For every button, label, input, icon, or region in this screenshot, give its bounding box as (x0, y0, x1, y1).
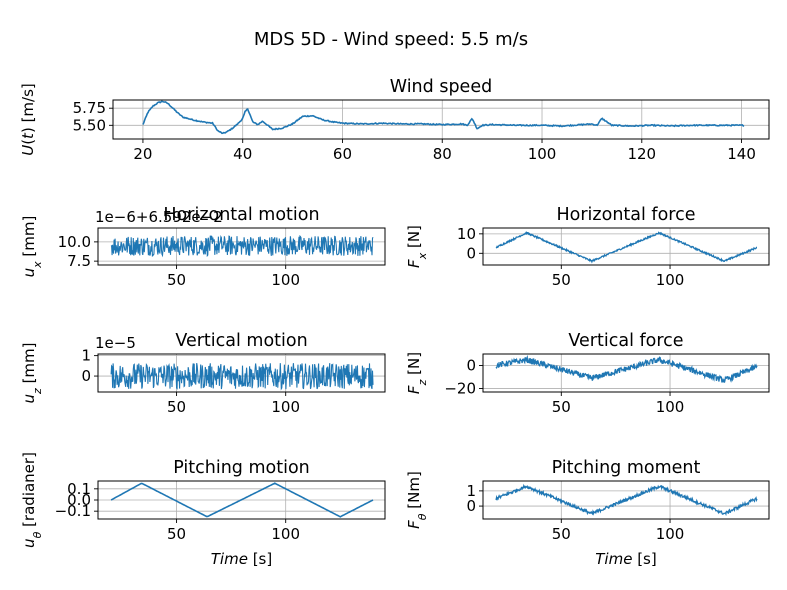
y-axis-label: uθ [radianer] (20, 452, 44, 548)
subplot-title: Wind speed (390, 77, 492, 97)
y-axis-label: ux [mm] (20, 216, 44, 278)
axis-offset-text: 1e−5 (95, 334, 136, 352)
subplot-title: Horizontal motion (163, 205, 319, 225)
x-tick-label: 100 (656, 525, 685, 543)
series-line-hforce (495, 230, 758, 264)
y-tick-label: 5.50 (73, 116, 106, 134)
x-tick-label: 60 (333, 145, 352, 163)
x-axis-label: Time [s] (595, 550, 656, 568)
y-tick-label: 1 (81, 347, 91, 365)
y-tick-label: −20 (444, 380, 476, 398)
y-tick-label: 0 (466, 244, 476, 262)
y-axis-label: Fz [N] (405, 352, 429, 394)
x-tick-label: 100 (656, 271, 685, 289)
series-line-vmotion (110, 363, 374, 391)
x-tick-label: 140 (727, 145, 756, 163)
axes-frame-hforce (482, 227, 770, 266)
x-tick-label: 50 (552, 398, 571, 416)
x-tick-label: 80 (433, 145, 452, 163)
y-tick-label: 5.75 (73, 99, 106, 117)
y-tick-label: 0.0 (67, 491, 91, 509)
x-tick-label: 50 (167, 271, 186, 289)
y-tick-label: 0.1 (67, 480, 91, 498)
subplot-title: Vertical motion (175, 331, 307, 351)
figure-suptitle: MDS 5D - Wind speed: 5.5 m/s (254, 29, 528, 50)
subplot-pmotion: 50 100 0.10.0−0.1 Pitching motion uθ [radian… (20, 452, 386, 568)
y-axis-label: uz [mm] (20, 343, 44, 404)
series-line-pmoment (495, 483, 758, 517)
x-tick-label: 50 (552, 525, 571, 543)
y-axis-label: Fx [N] (405, 225, 429, 268)
y-tick-label: 0 (466, 357, 476, 375)
axes-frame-hmotion (97, 227, 386, 266)
x-tick-label: 40 (233, 145, 252, 163)
subplot-title: Horizontal force (557, 205, 696, 225)
subplot-hforce: 50 100 010 Horizontal force Fx [N] (405, 205, 770, 289)
x-tick-label: 50 (167, 525, 186, 543)
y-tick-label: 10.0 (58, 233, 91, 251)
x-tick-label: 100 (528, 145, 557, 163)
x-axis-label: Time [s] (211, 550, 272, 568)
series-line-vforce (495, 354, 758, 383)
series-line-wind (142, 100, 745, 135)
subplot-title: Pitching motion (173, 458, 310, 478)
subplot-wind: 20 40 60 80 100 120 140 5.505.75 Wind speed U(t) … (19, 77, 770, 163)
subplot-hmotion: 50 100 7.510.0 Horizontal motion1e−6+6.592e… (20, 205, 386, 289)
y-tick-label: 10 (457, 225, 476, 243)
x-tick-label: 100 (656, 398, 685, 416)
x-tick-label: 100 (271, 398, 300, 416)
axis-offset-text: 1e−6+6.592e−2 (95, 208, 223, 226)
x-tick-label: 20 (133, 145, 152, 163)
axes-frame-wind (112, 99, 770, 140)
subplot-title: Pitching moment (552, 458, 701, 478)
axes-frame-vforce (482, 353, 770, 393)
subplot-vmotion: 50 100 0 1 Vertical motion 1e−5 uz [mm] (20, 331, 386, 416)
y-tick-label: 1 (466, 482, 476, 500)
axes-frame-pmoment (482, 480, 770, 520)
y-axis-label: U(t) [m/s] (19, 83, 37, 156)
x-tick-label: 100 (271, 271, 300, 289)
x-tick-label: 120 (627, 145, 656, 163)
y-tick-label: 0 (81, 367, 91, 385)
y-tick-label: 0 (466, 497, 476, 515)
x-tick-label: 100 (271, 525, 300, 543)
series-line-pmotion (110, 482, 374, 518)
subplot-vforce: 50 100 0 −20 Vertical force Fz [N] (405, 331, 770, 416)
axes-frame-vmotion (97, 353, 386, 393)
subplot-title: Vertical force (568, 331, 683, 351)
series-line-hmotion (110, 234, 374, 258)
y-axis-label: Fθ [Nm] (405, 471, 429, 529)
x-tick-label: 50 (552, 271, 571, 289)
y-tick-label: −0.1 (55, 502, 91, 520)
subplot-pmoment: 50 100 10 Pitching moment Fθ [Nm] Time [s] (405, 458, 770, 568)
y-tick-label: 7.5 (67, 252, 91, 270)
x-tick-label: 50 (167, 398, 186, 416)
